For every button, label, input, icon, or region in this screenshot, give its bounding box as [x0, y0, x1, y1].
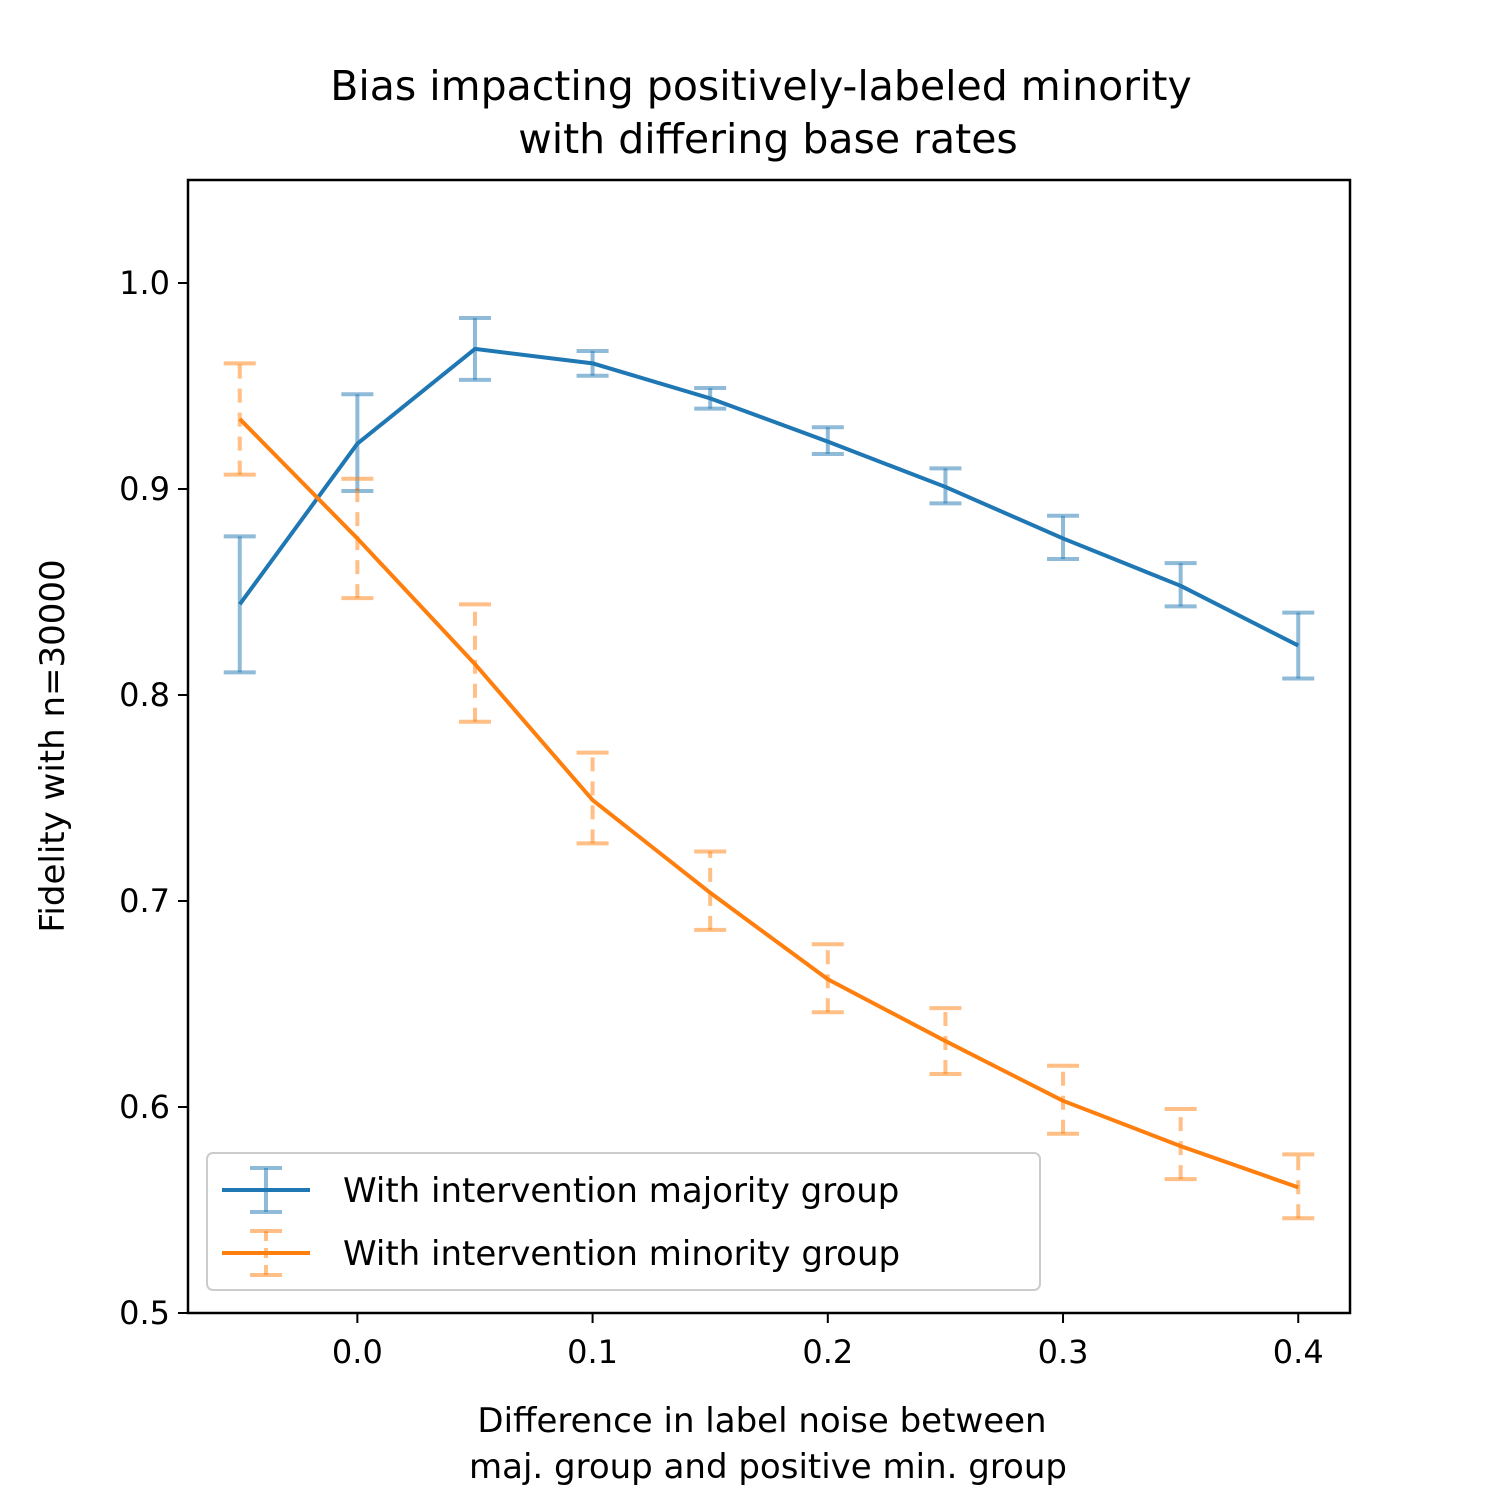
x-tick-label: 0.3 [1038, 1333, 1089, 1371]
legend-label: With intervention minority group [343, 1234, 900, 1274]
legend: With intervention majority group With int… [206, 1152, 1041, 1291]
y-axis: 0.5 0.6 0.7 0.8 0.9 1.0 [119, 264, 188, 1332]
y-tick-label: 1.0 [119, 264, 170, 302]
y-tick-label: 0.6 [119, 1088, 170, 1126]
y-tick-label: 0.5 [119, 1294, 170, 1332]
series-1 [223, 361, 1315, 1221]
y-tick-label: 0.7 [119, 882, 170, 920]
x-tick-label: 0.1 [567, 1333, 618, 1371]
x-axis-label-line-1: Difference in label noise between [477, 1401, 1046, 1441]
chart-title-line-1: Bias impacting positively-labeled minori… [330, 62, 1192, 110]
series-0 [223, 316, 1315, 681]
series-line [238, 417, 1299, 1190]
plot-area [223, 316, 1315, 1221]
legend-label: With intervention majority group [343, 1171, 899, 1211]
series-line [238, 346, 1300, 648]
y-tick-label: 0.9 [119, 470, 170, 508]
x-tick-label: 0.0 [332, 1333, 383, 1371]
x-axis-label-line-2: maj. group and positive min. group [469, 1447, 1067, 1487]
y-axis-label: Fidelity with n=30000 [33, 559, 73, 932]
plot-frame [186, 178, 1352, 1315]
legend-box [206, 1152, 1041, 1291]
x-tick-label: 0.4 [1273, 1333, 1324, 1371]
chart-title-line-2: with differing base rates [518, 115, 1018, 163]
x-tick-label: 0.2 [802, 1333, 853, 1371]
y-tick-label: 0.8 [119, 676, 170, 714]
x-axis: 0.0 0.1 0.2 0.3 0.4 [332, 1313, 1324, 1371]
